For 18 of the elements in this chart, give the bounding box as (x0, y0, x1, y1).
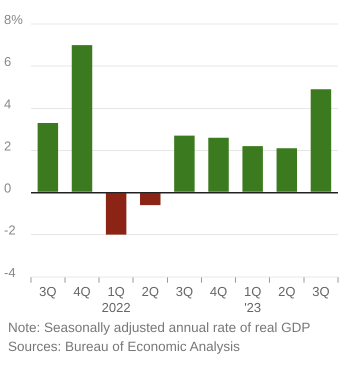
x-tick-label: 2Q (142, 284, 159, 300)
x-tick-label: 3Q (176, 284, 194, 300)
x-tick-label: 4Q (210, 284, 228, 300)
y-tick-label: 2 (4, 138, 12, 154)
x-tick-label: 1Q 2022 (102, 284, 131, 315)
x-tick-label: 3Q (39, 284, 57, 300)
y-tick-label: -4 (4, 264, 16, 280)
x-tick-label: 2Q (278, 284, 296, 300)
y-tick-label: 4 (4, 96, 12, 112)
x-tick-label: 1Q '23 (244, 284, 262, 315)
y-tick-label: 0 (4, 180, 12, 196)
x-tick-label: 4Q (73, 284, 91, 300)
x-tick-label: 3Q (312, 284, 330, 300)
source-note: Sources: Bureau of Economic Analysis (8, 338, 241, 356)
y-tick-label: -2 (4, 222, 16, 238)
text: Note: Seasonally adjusted annual rate of real GDP (8, 319, 312, 337)
y-tick-label: 8% (4, 12, 24, 28)
y-tick-label: 6 (4, 54, 12, 70)
